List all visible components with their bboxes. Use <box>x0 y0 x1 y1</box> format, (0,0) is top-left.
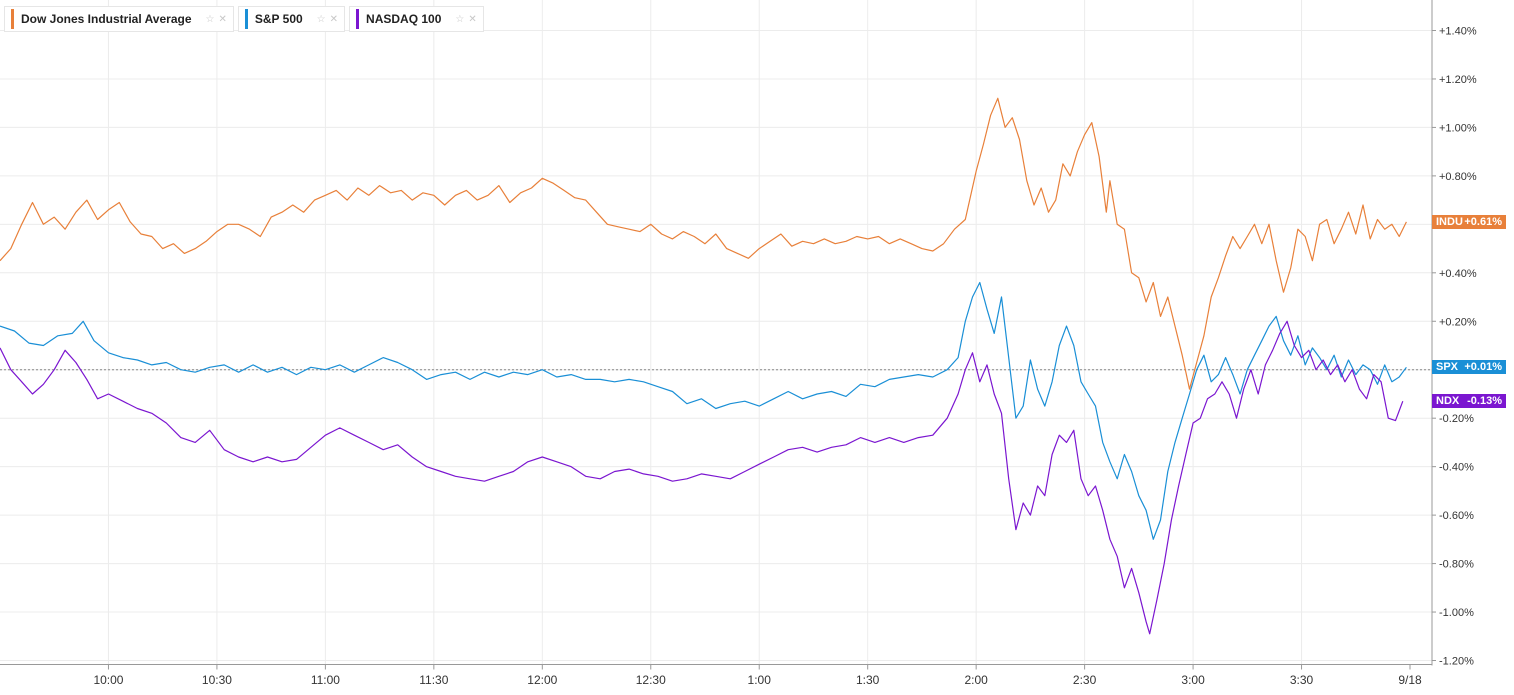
x-tick-label: 12:30 <box>636 673 666 687</box>
indu-value-badge: INDU +0.61% <box>1432 214 1506 229</box>
x-tick-label: 11:30 <box>419 673 448 687</box>
x-axis: 1710:0010:3011:0011:3012:0012:301:001:30… <box>0 664 1432 687</box>
legend-label: Dow Jones Industrial Average <box>21 12 192 26</box>
legend-item-dow[interactable]: Dow Jones Industrial Average ☆ ✕ <box>4 6 234 32</box>
x-tick-label: 10:30 <box>202 673 232 687</box>
series-line-spx <box>0 281 1407 540</box>
y-tick-label: -0.20% <box>1439 413 1474 425</box>
badge-symbol: NDX <box>1436 395 1460 408</box>
x-tick-label: 2:00 <box>964 673 988 687</box>
badge-symbol: SPX <box>1436 361 1459 374</box>
x-tick-label: 9/18 <box>1398 673 1422 687</box>
y-tick-label: +1.00% <box>1439 122 1477 134</box>
badge-symbol: INDU <box>1436 215 1463 228</box>
close-icon[interactable]: ✕ <box>468 13 477 25</box>
y-tick-label: -0.40% <box>1439 462 1474 474</box>
close-icon[interactable]: ✕ <box>218 13 227 25</box>
y-axis: +1.40%+1.20%+1.00%+0.80%+0.60%+0.40%+0.2… <box>1431 0 1477 668</box>
legend-swatch <box>11 9 14 29</box>
legend-item-sp500[interactable]: S&P 500 ☆ ✕ <box>237 6 346 32</box>
legend-swatch <box>356 9 360 29</box>
legend-label: NASDAQ 100 <box>366 12 442 26</box>
x-tick-label: 3:30 <box>1290 673 1314 687</box>
legend-label: S&P 500 <box>254 12 303 26</box>
ndx-value-badge: NDX -0.13% <box>1432 394 1506 409</box>
badge-value: -0.13% <box>1467 395 1502 408</box>
pin-icon[interactable]: ☆ <box>455 13 465 25</box>
close-icon[interactable]: ✕ <box>329 13 339 25</box>
series-lines <box>0 97 1407 635</box>
pin-icon[interactable]: ☆ <box>316 13 326 25</box>
x-tick-label: 11:00 <box>311 673 340 687</box>
x-tick-label: 10:00 <box>93 673 123 687</box>
y-tick-label: +1.20% <box>1439 74 1477 86</box>
y-tick-label: -1.00% <box>1439 607 1474 619</box>
x-tick-label: 2:30 <box>1073 673 1097 687</box>
badge-value: +0.01% <box>1464 361 1502 374</box>
legend: Dow Jones Industrial Average ☆ ✕ S&P 500 … <box>4 6 484 32</box>
x-tick-label: 12:00 <box>527 673 557 687</box>
x-tick-label: 3:00 <box>1181 673 1205 687</box>
spx-value-badge: SPX +0.01% <box>1432 360 1506 375</box>
series-line-indu <box>0 97 1407 390</box>
y-tick-label: +0.80% <box>1439 171 1477 183</box>
pin-icon[interactable]: ☆ <box>205 13 215 25</box>
y-tick-label: -1.20% <box>1439 656 1474 668</box>
legend-swatch <box>244 9 248 29</box>
y-tick-label: -0.80% <box>1439 559 1474 571</box>
y-tick-label: +0.20% <box>1439 316 1477 328</box>
legend-item-nasdaq[interactable]: NASDAQ 100 ☆ ✕ <box>349 6 484 32</box>
x-tick-label: 1:30 <box>856 673 880 687</box>
y-tick-label: -0.60% <box>1439 510 1474 522</box>
series-line-ndx <box>0 320 1404 635</box>
badge-value: +0.61% <box>1464 215 1502 228</box>
y-tick-label: +0.40% <box>1439 268 1477 280</box>
y-tick-label: +1.40% <box>1439 26 1477 38</box>
x-tick-label: 1:00 <box>748 673 772 687</box>
grid-lines <box>0 0 1432 666</box>
